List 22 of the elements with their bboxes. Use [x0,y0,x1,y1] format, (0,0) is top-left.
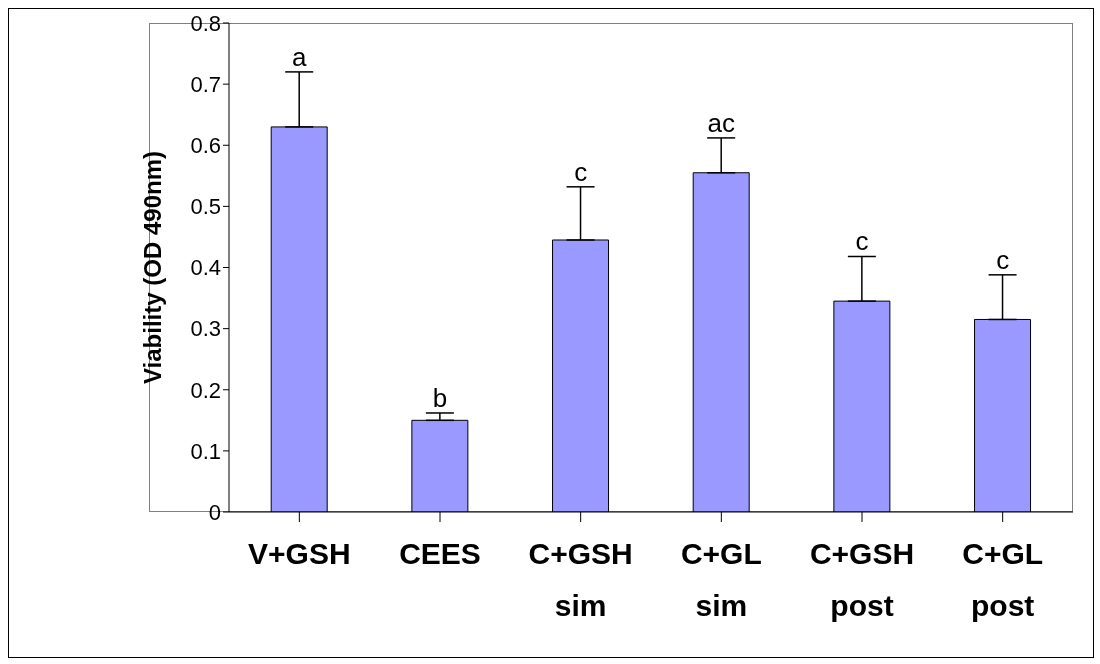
y-tick-label: 0.2 [190,377,221,403]
y-tick-label: 0.4 [190,255,221,281]
x-tick-label: CEES [399,537,481,570]
x-tick-label: C+GSH sim [528,537,633,622]
x-tick-label: V+GSH [248,537,351,570]
x-tick-label: C+GL post [962,537,1044,622]
annotation: c [574,156,588,187]
y-axis-title: Viability (OD 490nm) [138,151,166,384]
y-tick-label: 0.1 [190,438,221,464]
y-tick-label: 0.7 [190,71,221,97]
y-tick-label: 0.8 [190,10,221,36]
annotation: b [432,382,448,413]
annotation: c [855,226,869,257]
y-tick-label: 0.6 [190,133,221,159]
annotation: ac [707,107,736,138]
x-tick-label: C+GL sim [680,537,762,622]
y-tick-label: 0.5 [190,194,221,220]
annotation: c [996,244,1010,275]
annotation: a [292,41,308,72]
y-tick-label: 0 [208,499,221,525]
x-tick-label: C+GSH post [809,537,915,622]
y-tick-label: 0.3 [190,316,221,342]
